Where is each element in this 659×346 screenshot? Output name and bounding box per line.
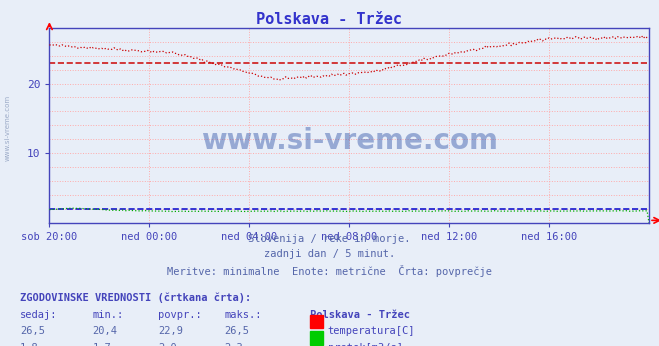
Text: 2,3: 2,3 — [224, 343, 243, 346]
Text: www.si-vreme.com: www.si-vreme.com — [201, 127, 498, 155]
Text: 26,5: 26,5 — [20, 326, 45, 336]
Text: 2,0: 2,0 — [158, 343, 177, 346]
Text: Meritve: minimalne  Enote: metrične  Črta: povprečje: Meritve: minimalne Enote: metrične Črta:… — [167, 265, 492, 277]
Text: maks.:: maks.: — [224, 310, 262, 320]
Text: pretok[m3/s]: pretok[m3/s] — [328, 343, 403, 346]
Text: sedaj:: sedaj: — [20, 310, 57, 320]
Text: povpr.:: povpr.: — [158, 310, 202, 320]
Text: 1,7: 1,7 — [92, 343, 111, 346]
Text: temperatura[C]: temperatura[C] — [328, 326, 415, 336]
Text: zadnji dan / 5 minut.: zadnji dan / 5 minut. — [264, 249, 395, 259]
Text: Slovenija / reke in morje.: Slovenija / reke in morje. — [248, 234, 411, 244]
Text: 1,8: 1,8 — [20, 343, 38, 346]
Text: www.si-vreme.com: www.si-vreme.com — [5, 95, 11, 161]
Text: min.:: min.: — [92, 310, 123, 320]
Text: 20,4: 20,4 — [92, 326, 117, 336]
Text: Polskava - Tržec: Polskava - Tržec — [256, 12, 403, 27]
Text: 26,5: 26,5 — [224, 326, 249, 336]
Text: 22,9: 22,9 — [158, 326, 183, 336]
Text: ZGODOVINSKE VREDNOSTI (črtkana črta):: ZGODOVINSKE VREDNOSTI (črtkana črta): — [20, 292, 251, 303]
Text: Polskava - Tržec: Polskava - Tržec — [310, 310, 410, 320]
